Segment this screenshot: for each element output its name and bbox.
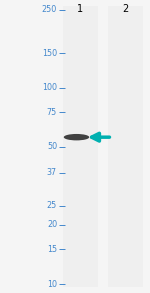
Text: 150: 150: [42, 49, 57, 58]
Text: 15: 15: [47, 245, 57, 254]
Bar: [108, 6, 142, 287]
Text: 2: 2: [122, 4, 128, 14]
Text: 250: 250: [42, 5, 57, 14]
Text: 100: 100: [42, 83, 57, 92]
Text: 1: 1: [77, 4, 83, 14]
Bar: [63, 6, 98, 287]
Text: 50: 50: [47, 142, 57, 151]
Text: 10: 10: [47, 280, 57, 289]
Text: 37: 37: [47, 168, 57, 177]
Text: 25: 25: [47, 201, 57, 210]
Text: 75: 75: [47, 108, 57, 117]
Ellipse shape: [64, 134, 89, 140]
Text: 20: 20: [47, 220, 57, 229]
